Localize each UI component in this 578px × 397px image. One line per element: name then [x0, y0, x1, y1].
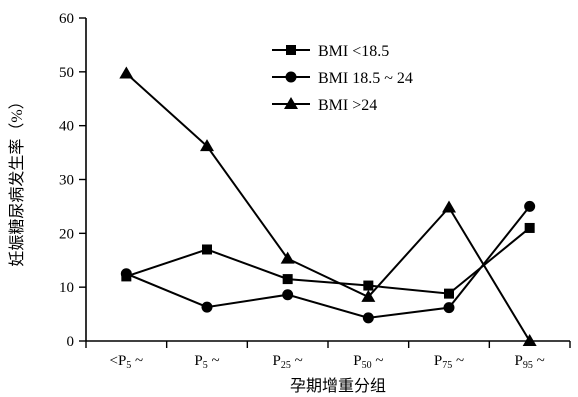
data-point-square: [444, 288, 454, 299]
data-point-circle: [362, 312, 374, 324]
data-point-triangle: [200, 139, 214, 152]
legend-item: BMI >24: [272, 97, 377, 114]
data-point-circle: [201, 301, 213, 313]
y-tick-label: 50: [59, 65, 74, 81]
y-tick-label: 40: [59, 119, 74, 135]
data-point-circle: [443, 302, 455, 314]
data-point-triangle: [361, 289, 376, 302]
legend-item: BMI <18.5: [272, 43, 389, 60]
legend-label: BMI >24: [318, 97, 377, 114]
y-axis-title: 妊娠糖尿病发生率（%）: [8, 93, 26, 266]
series-circle: [120, 200, 536, 324]
y-tick-label: 0: [67, 334, 75, 350]
data-point-square: [282, 274, 293, 285]
data-point-square: [363, 280, 374, 291]
data-point-triangle: [442, 200, 456, 213]
data-point-triangle: [119, 66, 134, 79]
x-category-label: P95 ~: [515, 353, 545, 371]
y-tick-label: 20: [59, 226, 74, 242]
series-line: [125, 72, 531, 342]
data-point-circle: [120, 268, 132, 280]
x-category-label: P50 ~: [353, 353, 383, 371]
y-axis-ticks: 0 10 20 30 40 50 60: [59, 11, 86, 350]
legend-marker-triangle: [284, 97, 298, 109]
x-category-label: P25 ~: [273, 353, 303, 371]
data-point-circle: [524, 200, 536, 212]
x-axis-title: 孕期增重分组: [290, 377, 386, 395]
data-point-triangle: [522, 334, 537, 346]
legend: BMI <18.5 BMI 18.5 ~ 24 BMI >24: [272, 43, 413, 114]
x-category-label: P5 ~: [194, 353, 219, 371]
legend-item: BMI 18.5 ~ 24: [272, 70, 413, 87]
series-layer: [119, 66, 537, 346]
data-point-square: [202, 244, 212, 255]
y-tick-label: 30: [59, 173, 74, 189]
data-point-triangle: [280, 251, 295, 264]
legend-marker-square: [286, 45, 296, 55]
series-line: [125, 205, 531, 319]
y-tick-label: 60: [59, 11, 74, 27]
x-category-label: <P5 ~: [109, 353, 143, 371]
data-point-square: [524, 222, 535, 233]
series-square: [121, 222, 535, 299]
data-point-circle: [282, 289, 294, 301]
y-tick-label: 10: [59, 280, 74, 296]
legend-label: BMI <18.5: [318, 43, 389, 60]
legend-label: BMI 18.5 ~ 24: [318, 70, 413, 87]
x-category-label: P75 ~: [434, 353, 464, 371]
axes: [85, 18, 570, 342]
x-axis-ticks: <P5 ~ P5 ~ P25 ~ P50 ~ P75 ~ P95 ~: [85, 341, 571, 371]
series-line: [126, 227, 531, 295]
series-triangle: [119, 66, 537, 346]
legend-marker-circle: [285, 71, 297, 83]
